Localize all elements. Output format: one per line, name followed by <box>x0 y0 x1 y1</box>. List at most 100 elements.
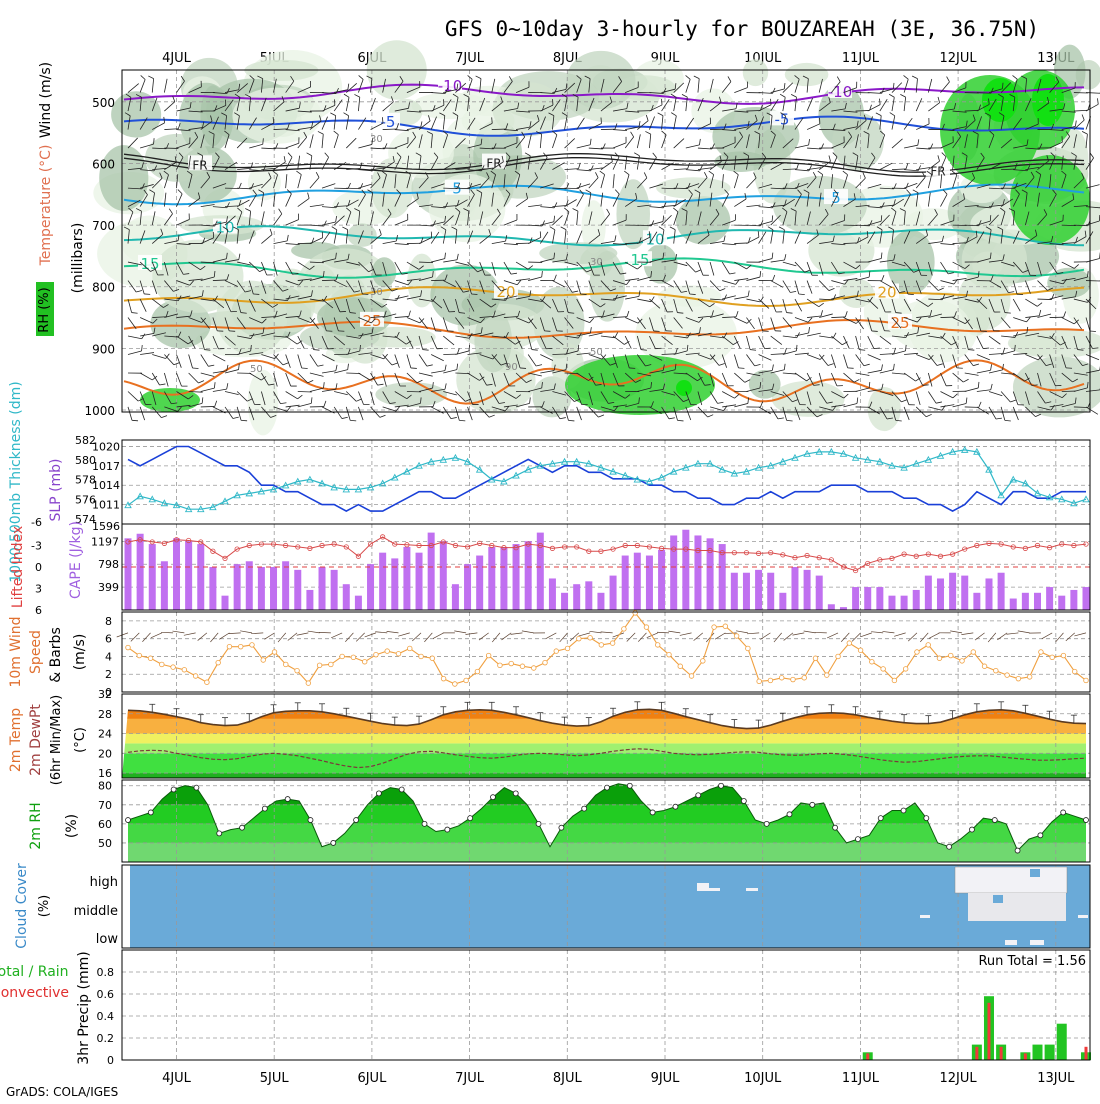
slp-tick: 1014 <box>92 479 120 492</box>
precip-tick: 0.8 <box>97 966 115 979</box>
cape-bar <box>537 533 544 610</box>
surface-wind-barb <box>184 633 196 635</box>
rh-point <box>650 810 655 815</box>
temp-tick: 24 <box>98 728 112 741</box>
wind-axis-label: 10m Wind <box>8 616 24 687</box>
cape-bar <box>246 561 253 610</box>
wind-barb <box>565 188 579 189</box>
rh-point <box>969 827 974 832</box>
cape-bar <box>428 533 435 610</box>
surface-wind-barb <box>1018 631 1030 633</box>
cape-bar <box>173 538 180 610</box>
wind-barb-flag <box>996 418 1002 419</box>
wind-barb-flag <box>1002 83 1003 89</box>
wind-barb-flag <box>380 415 386 417</box>
surface-wind-barb <box>288 633 297 641</box>
cape-bar <box>161 561 168 610</box>
cloud-clear-patch <box>1005 940 1017 945</box>
cape-bar <box>901 596 908 610</box>
surface-wind-barb <box>229 633 241 634</box>
cape-bar <box>513 544 520 610</box>
cloud-patch <box>1030 869 1040 877</box>
rh-legend-label: RH (%) <box>37 287 52 332</box>
isotherm-label: -5 <box>775 110 790 128</box>
wind-speed-point <box>667 652 672 657</box>
surface-wind-barb <box>198 633 207 641</box>
cape-bar <box>743 573 750 610</box>
cape-bar <box>355 596 362 610</box>
cape-bar <box>585 581 592 610</box>
wind-speed-point <box>543 660 548 665</box>
wind-barb <box>419 262 433 263</box>
wind-speed-point <box>622 627 627 632</box>
rh-point <box>1038 833 1043 838</box>
surface-wind-barb <box>297 633 309 635</box>
cape-bar <box>416 553 423 610</box>
wind-speed-point <box>858 648 863 653</box>
precip-convective-bar <box>1000 1047 1003 1060</box>
surface-wind-barb <box>725 633 737 634</box>
cape-bar <box>634 553 641 610</box>
cape-bar <box>561 593 568 610</box>
cape-bar <box>549 578 556 610</box>
cape-bar <box>367 564 374 610</box>
wind-speed-point <box>464 678 469 683</box>
wind-barb-flag <box>690 294 696 295</box>
surface-wind-barb <box>142 633 150 642</box>
wind-barb <box>1062 225 1076 226</box>
cape-bar <box>476 556 483 610</box>
wind-barb <box>298 392 312 393</box>
wind-frame <box>122 612 1090 692</box>
precip-legend-convective: Convective <box>0 985 69 1001</box>
wind-speed-point <box>295 668 300 673</box>
rh-moist-region <box>565 355 715 415</box>
wind-speed-point <box>531 666 536 671</box>
surface-wind-barb <box>319 632 331 633</box>
cape-bar <box>888 596 895 610</box>
temp-tick: 16 <box>98 767 112 780</box>
wind-speed-point <box>948 653 953 658</box>
date-label-bottom: 11JUL <box>842 1071 880 1086</box>
wind-speed-point <box>430 656 435 661</box>
pressure-tick: 900 <box>92 342 115 356</box>
surface-wind-barb <box>668 631 680 633</box>
temperature-legend-label: Temperature (°C) <box>38 145 54 267</box>
cloud-clear-patch <box>746 888 758 891</box>
wind-speed-point <box>701 659 706 664</box>
rh-point <box>1061 810 1066 815</box>
cape-bar <box>876 587 883 610</box>
rh-point <box>559 825 564 830</box>
rh-point <box>468 816 473 821</box>
wind-speed-point <box>836 654 841 659</box>
temp-bands <box>122 694 1090 778</box>
rh-unit-label: (%) <box>64 814 80 838</box>
surface-wind-barb <box>627 633 635 642</box>
wind-speed-point <box>238 644 243 649</box>
pressure-tick: 700 <box>92 219 115 233</box>
cape-bar <box>1058 596 1065 610</box>
wind-speed-point <box>1050 655 1055 660</box>
rh-tick: 70 <box>98 799 112 812</box>
pressure-tick: 1000 <box>84 404 115 418</box>
cape-bar <box>573 584 580 610</box>
surface-wind-barb <box>433 633 444 639</box>
li-line <box>128 537 1086 571</box>
cape-bar <box>222 596 229 610</box>
wind-speed-point <box>351 655 356 660</box>
surface-wind-barb <box>522 631 534 633</box>
cape-bar <box>379 553 386 610</box>
cape-bar <box>731 573 738 610</box>
rh-point <box>354 818 359 823</box>
rh-point <box>673 804 678 809</box>
isotherm-label: -10 <box>438 77 463 95</box>
surface-wind-barb <box>736 631 748 633</box>
wind-barb-flag <box>350 420 356 421</box>
cape-tick: 399 <box>98 581 119 594</box>
pressure-axis-label: (millibars) <box>70 223 86 294</box>
wind-barb-flag <box>1035 414 1040 417</box>
surface-wind-barb <box>657 632 669 633</box>
precip-total-bar <box>1057 1024 1067 1060</box>
wind-speed-point <box>892 678 897 683</box>
cape-bar <box>985 578 992 610</box>
